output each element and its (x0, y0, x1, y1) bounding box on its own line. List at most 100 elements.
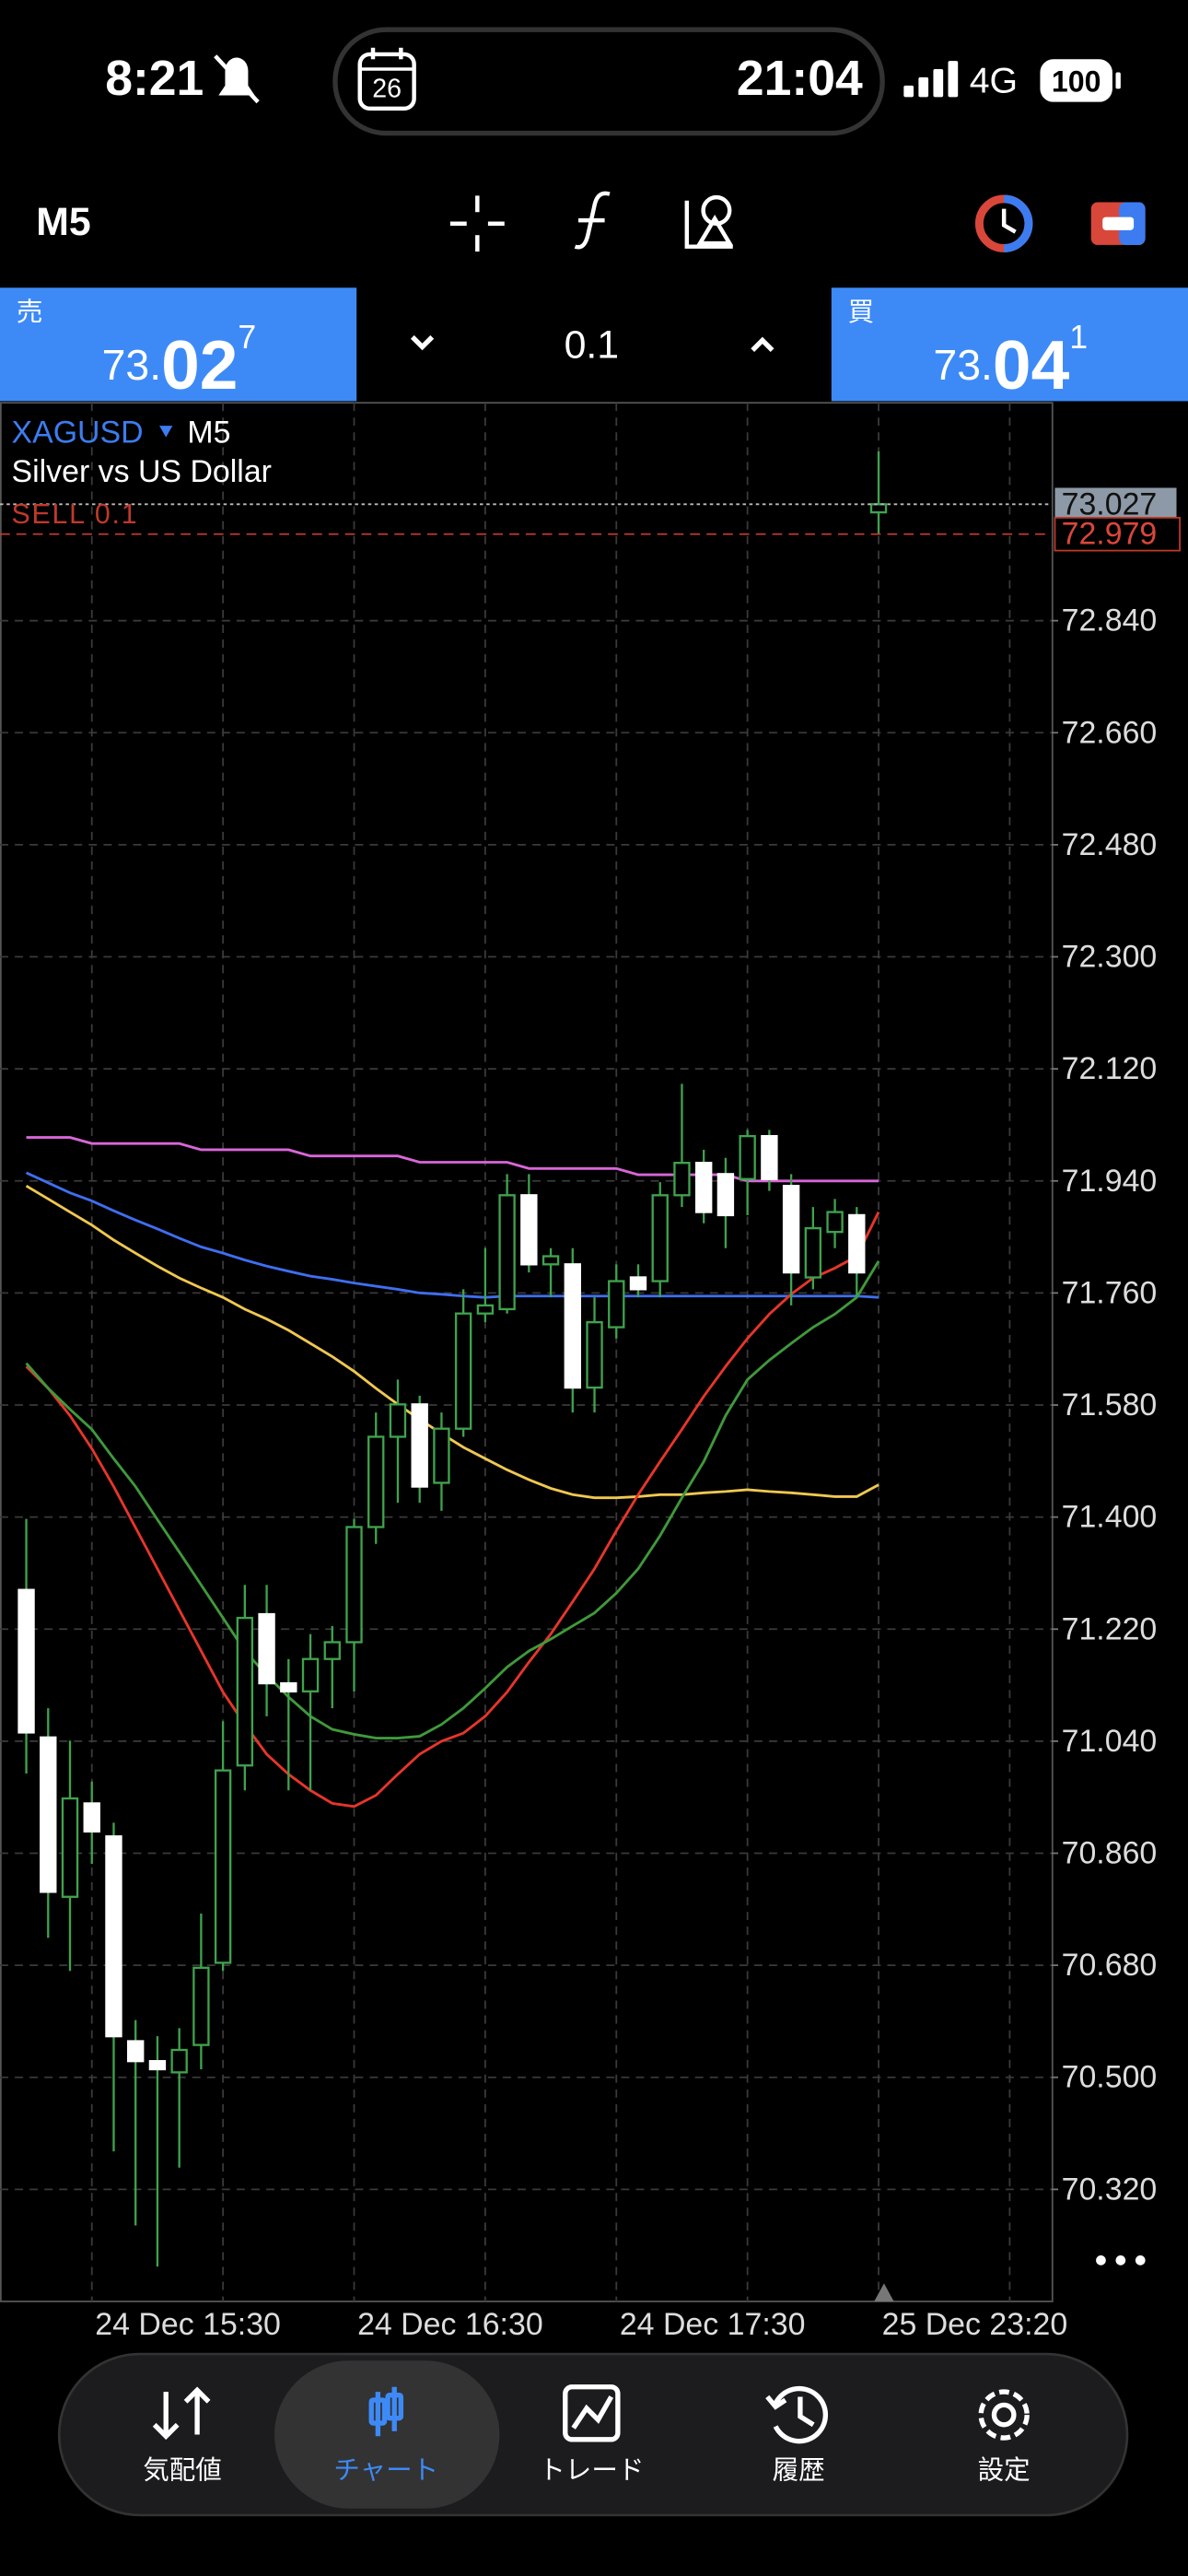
candle-body (651, 1194, 669, 1282)
mute-icon (214, 54, 260, 104)
moving-average (25, 1260, 880, 1739)
order-price: 72.979 (1062, 517, 1158, 552)
y-tick-label: 70.860 (1062, 1835, 1158, 1870)
signal-icon (903, 61, 959, 98)
candle-body (214, 1769, 232, 1964)
tab-labels: 気配値 チャート トレード 履歴 設定 (143, 2456, 1030, 2486)
settings-icon[interactable] (978, 2389, 1030, 2441)
network: 4G (970, 60, 1018, 100)
candle-body (236, 1616, 254, 1767)
y-tick-label: 70.680 (1062, 1948, 1158, 1983)
y-tick-label: 72.120 (1062, 1051, 1158, 1086)
candle-body (586, 1320, 603, 1389)
candle-body (826, 1211, 844, 1234)
bid-tag (1054, 487, 1177, 521)
candle-body (761, 1134, 778, 1180)
candle-body (564, 1263, 581, 1389)
sell-price: 73.027 (102, 319, 257, 404)
candle-body (739, 1134, 756, 1180)
candle-body (869, 503, 888, 514)
candle-body (848, 1213, 866, 1274)
candle-body (542, 1255, 560, 1266)
chart-timeframe: M5 (187, 415, 230, 450)
y-tick-label: 71.400 (1062, 1500, 1158, 1535)
candle-body (367, 1435, 385, 1528)
candle-body (454, 1312, 472, 1430)
candle-body (608, 1280, 625, 1329)
sell-button[interactable] (0, 287, 357, 402)
candle-body (433, 1427, 450, 1484)
candle-body (192, 1966, 210, 2046)
y-tick-label: 71.760 (1062, 1275, 1158, 1310)
candle-body (694, 1162, 713, 1213)
battery-nub (1115, 72, 1121, 89)
trade-icon[interactable] (563, 2384, 621, 2442)
symbol-dropdown[interactable] (159, 426, 173, 438)
buy-button[interactable] (831, 287, 1188, 402)
quotes-icon[interactable] (152, 2386, 211, 2441)
candle-body (61, 1797, 79, 1898)
moving-average (26, 1136, 879, 1183)
calendar-icon: 26 (357, 47, 416, 111)
y-tick-label: 72.660 (1062, 715, 1158, 750)
calendar-day: 26 (372, 74, 402, 103)
candle-body (170, 2048, 188, 2074)
candle-body (673, 1162, 691, 1197)
tab-bar (57, 2352, 1129, 2517)
sell-label: 売 (17, 298, 43, 327)
candle-body (411, 1403, 428, 1488)
one-click-button[interactable] (974, 194, 1033, 252)
dynamic-island (332, 27, 885, 136)
moving-average (25, 1184, 879, 1500)
candle-body (17, 1588, 35, 1734)
candle-body (629, 1276, 647, 1291)
plot-frame (0, 402, 1054, 2302)
y-tick-label: 70.320 (1062, 2172, 1158, 2207)
trade-button[interactable] (1090, 202, 1146, 245)
volume[interactable]: 0.1 (565, 323, 620, 368)
crosshair-button[interactable] (449, 195, 505, 252)
candle-body (127, 2040, 145, 2063)
y-tick-label: 71.580 (1062, 1388, 1158, 1423)
bid-price: 73.027 (1062, 486, 1158, 521)
island-clock: 21:04 (737, 52, 863, 106)
candle-body (345, 1526, 363, 1644)
status-time: 8:21 (105, 52, 204, 106)
history-icon[interactable] (765, 2385, 828, 2444)
timeframe-button[interactable]: M5 (36, 200, 90, 244)
chart-icon[interactable] (368, 2386, 404, 2437)
moving-average (25, 1171, 879, 1299)
buy-price-head: 73. (933, 341, 992, 389)
tab-label: トレード (539, 2456, 644, 2486)
candle-body (476, 1304, 495, 1315)
tab-label: 設定 (978, 2456, 1031, 2486)
volume-up[interactable] (751, 336, 775, 352)
order-tag (1054, 517, 1181, 552)
tab-label: チャート (333, 2456, 438, 2486)
symbol-description: Silver vs US Dollar (11, 454, 271, 489)
candle-body (782, 1185, 800, 1274)
candle-body (280, 1681, 297, 1692)
buy-price-main: 04 (993, 326, 1070, 404)
sell-price-head: 73. (102, 341, 161, 389)
volume-down[interactable] (410, 334, 435, 351)
indicators-button[interactable] (574, 191, 611, 250)
battery (1040, 59, 1112, 102)
candle-body (323, 1641, 341, 1660)
active-tab-background (274, 2360, 500, 2509)
candle-body (40, 1736, 57, 1893)
more-button[interactable] (1096, 2255, 1146, 2266)
tab-label: 履歴 (773, 2456, 825, 2486)
symbol: XAGUSD (11, 415, 143, 450)
y-tick-label: 70.500 (1062, 2060, 1158, 2095)
objects-button[interactable] (684, 194, 734, 249)
y-tick-label: 71.940 (1062, 1164, 1158, 1199)
candle-body (148, 2060, 167, 2071)
candle-body (105, 1835, 122, 2038)
sell-price-main: 02 (161, 326, 238, 404)
buy-price: 73.041 (933, 319, 1088, 404)
y-tick-label: 71.040 (1062, 1724, 1158, 1759)
y-tick-label: 72.480 (1062, 827, 1158, 862)
tab-label: 気配値 (143, 2456, 222, 2486)
sell-price-tail: 7 (238, 319, 256, 356)
